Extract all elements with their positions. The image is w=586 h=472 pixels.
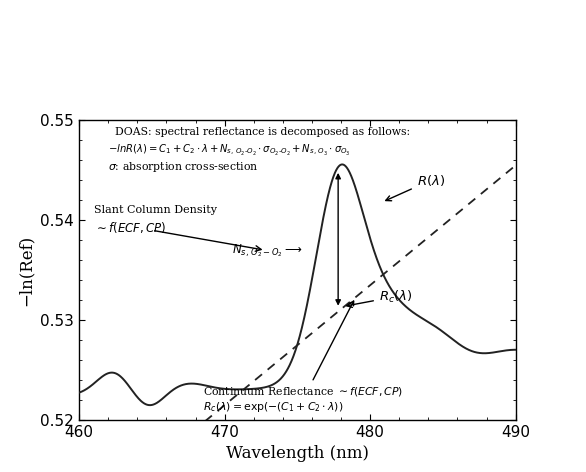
Text: $\sigma$: absorption cross-section: $\sigma$: absorption cross-section: [108, 160, 259, 174]
Text: $N_{s,\,O_2-O_2}$$\longrightarrow$: $N_{s,\,O_2-O_2}$$\longrightarrow$: [232, 242, 302, 259]
Text: Continuum Reflectance $\sim f(ECF,CP)$
$R_c(\lambda) = \exp(-(C_1 + C_2 \cdot \l: Continuum Reflectance $\sim f(ECF,CP)$ $…: [203, 301, 403, 414]
Y-axis label: −ln(Ref): −ln(Ref): [18, 235, 35, 306]
Text: O₂–O₂ absorption band: O₂–O₂ absorption band: [248, 34, 434, 49]
Text: O₃ absorption band: O₃ absorption band: [217, 69, 377, 84]
Text: DOAS: spectral reflectance is decomposed as follows:: DOAS: spectral reflectance is decomposed…: [115, 127, 411, 137]
Text: $R_c(\lambda)$: $R_c(\lambda)$: [347, 288, 413, 307]
Text: $\sim f(ECF,CP)$: $\sim f(ECF,CP)$: [94, 220, 166, 235]
X-axis label: Wavelength (nm): Wavelength (nm): [226, 446, 369, 463]
Text: Slant Column Density: Slant Column Density: [94, 205, 217, 215]
Text: $-lnR(\lambda) = C_1 + C_2 \cdot \lambda + N_{s,\,O_2\text{-}O_2} \cdot \sigma_{: $-lnR(\lambda) = C_1 + C_2 \cdot \lambda…: [108, 143, 351, 159]
Text: $R(\lambda)$: $R(\lambda)$: [386, 173, 445, 201]
